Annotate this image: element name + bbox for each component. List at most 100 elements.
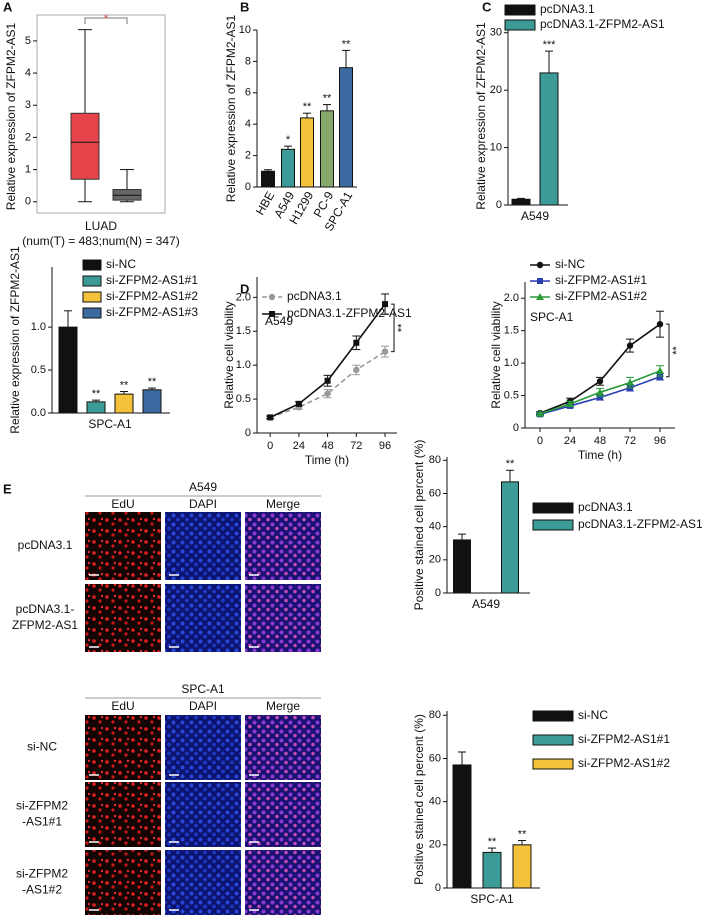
y-tick-label: 80 <box>429 454 441 466</box>
bar-annotation: ** <box>120 379 129 391</box>
plot-frame <box>36 14 166 214</box>
y-tick-label: 10 <box>239 24 251 36</box>
bar <box>482 851 502 889</box>
y-tick-label: 4 <box>25 67 31 79</box>
bar-annotation: ** <box>342 38 351 50</box>
bar-annotation: ** <box>92 388 101 400</box>
y-tick-label: 20 <box>429 839 441 851</box>
y-tick-label: 0 <box>25 196 31 208</box>
box <box>70 112 100 180</box>
point <box>566 399 574 407</box>
bar <box>58 326 78 414</box>
micrograph <box>245 584 321 652</box>
x-tick-label: SPC-A1 <box>88 417 132 431</box>
x-axis-subtitle: (num(T) = 483;num(N) = 347) <box>22 234 179 248</box>
bar <box>114 393 134 414</box>
bar <box>511 198 531 206</box>
bar-annotation: ** <box>323 92 332 104</box>
x-axis-label: Time (h) <box>578 448 622 462</box>
panel-letter: C <box>482 0 492 14</box>
grid-title: A549 <box>189 480 217 494</box>
legend-swatch <box>532 758 574 770</box>
bar <box>512 844 532 889</box>
legend-label: pcDNA3.1 <box>287 289 342 303</box>
legend-label: pcDNA3.1-ZFPM2-AS1 <box>540 17 665 31</box>
bar-annotation: ** <box>518 828 527 840</box>
row-label: si-ZFPM2 <box>16 799 68 813</box>
point <box>657 373 663 380</box>
y-tick-label: 40 <box>429 796 441 808</box>
y-tick-label: 6 <box>245 87 251 99</box>
y-tick-label: 2 <box>25 131 31 143</box>
y-tick-label: 0.5 <box>236 393 251 405</box>
panel-letter: A <box>3 0 13 14</box>
y-tick-label: 30 <box>490 27 502 39</box>
y-tick-label: 2 <box>245 150 251 162</box>
x-axis-label: Time (h) <box>305 453 349 467</box>
row-label: -AS1#2 <box>22 883 62 897</box>
point <box>596 388 604 396</box>
row-label: si-NC <box>27 740 57 754</box>
point <box>353 366 360 374</box>
y-tick-label: 3 <box>25 99 31 111</box>
significance-bracket <box>666 323 670 378</box>
series-line <box>269 350 386 419</box>
y-tick-label: 0 <box>245 181 251 193</box>
significance-bracket <box>391 303 395 353</box>
y-axis-label: Relative expression of ZFPM2-AS1 <box>474 22 488 210</box>
legend-marker <box>537 278 543 284</box>
legend-swatch <box>504 4 536 16</box>
legend-label: si-NC <box>578 708 608 722</box>
y-tick-label: 4 <box>245 118 251 130</box>
column-label: Merge <box>266 497 300 511</box>
legend-swatch <box>82 259 102 271</box>
legend-label: si-NC <box>555 257 585 271</box>
y-tick-label: 0 <box>435 587 441 599</box>
y-tick-label: 80 <box>429 709 441 721</box>
bar-annotation: ** <box>506 458 515 470</box>
micrograph <box>85 782 161 847</box>
y-tick-label: 0.5 <box>504 389 519 401</box>
micrograph <box>165 850 241 915</box>
bar <box>261 170 275 188</box>
micrograph <box>245 850 321 915</box>
column-label: Merge <box>266 699 300 713</box>
y-axis-label: Positive stained cell percent (%) <box>412 440 426 611</box>
point <box>596 378 604 385</box>
y-tick-label: 0 <box>496 199 502 211</box>
x-tick-label: 24 <box>293 440 305 452</box>
micrograph <box>245 782 321 847</box>
bar <box>281 148 295 188</box>
legend-swatch <box>82 291 102 303</box>
y-tick-label: 20 <box>490 84 502 96</box>
bar-annotation: *** <box>543 39 557 51</box>
bar-annotation: ** <box>488 836 497 848</box>
bar <box>86 401 106 414</box>
x-tick-label: 48 <box>594 435 606 447</box>
x-tick-label: 72 <box>350 440 362 452</box>
y-tick-label: 0.5 <box>31 364 46 376</box>
x-tick-label: 24 <box>564 435 576 447</box>
y-tick-label: 5 <box>25 35 31 47</box>
y-axis-label: Relative cell viability <box>489 301 503 408</box>
legend-swatch <box>532 710 574 722</box>
y-tick-label: 10 <box>490 141 502 153</box>
legend-label: pcDNA3.1 <box>540 2 595 16</box>
legend-marker <box>268 293 276 301</box>
x-tick-label: 48 <box>321 440 333 452</box>
y-tick-label: 20 <box>429 554 441 566</box>
row-label: pcDNA3.1 <box>18 538 73 552</box>
legend-label: si-ZFPM2-AS1#2 <box>578 756 670 770</box>
column-label: DAPI <box>189 497 217 511</box>
micrograph <box>85 512 161 580</box>
point <box>324 377 331 384</box>
point <box>353 339 360 346</box>
x-tick-label: A549 <box>472 597 500 611</box>
x-tick-label: 0 <box>267 440 273 452</box>
micrograph <box>165 715 241 780</box>
y-tick-label: 60 <box>429 752 441 764</box>
y-tick-label: 60 <box>429 487 441 499</box>
y-axis-label: Relative cell viability <box>222 301 236 408</box>
